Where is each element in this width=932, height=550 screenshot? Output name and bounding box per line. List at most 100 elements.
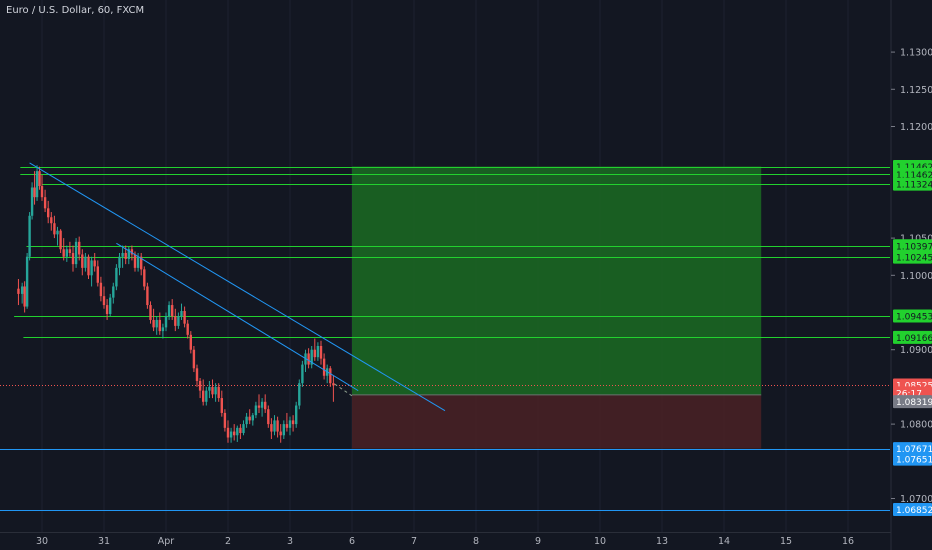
candle-body bbox=[102, 296, 106, 306]
candle-body bbox=[195, 368, 199, 381]
candle-body bbox=[140, 256, 143, 270]
candle-body bbox=[186, 323, 189, 335]
candle-body bbox=[53, 223, 56, 235]
candle-body bbox=[136, 256, 140, 268]
price-tick-label: 1.10500 bbox=[900, 234, 932, 245]
trendlines[interactable] bbox=[29, 162, 446, 412]
candle-body bbox=[223, 412, 227, 428]
candle-body bbox=[313, 349, 316, 358]
candle-body bbox=[124, 252, 127, 259]
position-tool[interactable] bbox=[352, 166, 762, 449]
candle-body bbox=[167, 305, 171, 317]
time-tick-label: 7 bbox=[411, 536, 417, 547]
candle-body bbox=[285, 424, 289, 428]
candle-body bbox=[236, 427, 239, 436]
candle-body bbox=[90, 260, 93, 276]
candle-body bbox=[239, 427, 242, 434]
candle-body bbox=[99, 282, 103, 297]
level-badge: 1.11324 bbox=[896, 181, 932, 191]
candle-body bbox=[118, 256, 121, 268]
candle-body bbox=[78, 241, 81, 255]
time-tick-label: 6 bbox=[349, 536, 355, 547]
candle-body bbox=[282, 424, 285, 436]
level-badge-bg bbox=[893, 330, 932, 344]
time-tick-label: 8 bbox=[473, 536, 479, 547]
entry-connector bbox=[333, 382, 353, 397]
candle-body bbox=[81, 254, 84, 268]
candle-body bbox=[84, 256, 87, 268]
candle-body bbox=[319, 345, 323, 359]
candle-body bbox=[298, 383, 301, 406]
candle-body bbox=[248, 416, 251, 421]
candle-body bbox=[276, 420, 279, 432]
candle-body bbox=[260, 401, 264, 408]
candle-body bbox=[217, 386, 220, 399]
level-badge-bg bbox=[893, 309, 932, 323]
profit-zone bbox=[352, 166, 762, 395]
candle-body bbox=[28, 215, 31, 257]
candle-body bbox=[105, 305, 109, 314]
candle-body bbox=[233, 431, 236, 436]
time-tick-label: 9 bbox=[535, 536, 541, 547]
price-tick-label: 1.08000 bbox=[900, 420, 932, 431]
candle-body bbox=[158, 319, 161, 332]
price-tick-label: 1.13000 bbox=[900, 48, 932, 59]
candle-body bbox=[152, 319, 155, 328]
chart-title-text: Euro / U.S. Dollar, 60, FXCM bbox=[6, 5, 145, 16]
candle-body bbox=[96, 266, 99, 283]
candle-body bbox=[65, 249, 68, 257]
time-axis[interactable]: 30 31 Apr 2 3 6 7 8 9 10 13 14 15 16 bbox=[0, 532, 891, 548]
candle-body bbox=[189, 334, 192, 350]
candle-body bbox=[143, 269, 146, 287]
candle-body bbox=[322, 358, 326, 376]
candle-body bbox=[254, 405, 258, 416]
price-axis[interactable]: 1.13000 1.12500 1.12000 1.10500 1.10000 1.090… bbox=[890, 0, 932, 550]
candle-body bbox=[301, 364, 304, 384]
candle-body bbox=[264, 401, 267, 410]
trendline bbox=[29, 162, 446, 412]
candle-body bbox=[329, 368, 332, 384]
candle-body bbox=[245, 416, 248, 425]
candle-body bbox=[35, 171, 39, 198]
candle-body bbox=[146, 286, 149, 306]
candle-body bbox=[279, 431, 282, 436]
candle-body bbox=[38, 171, 41, 187]
time-tick-label: 31 bbox=[98, 536, 110, 547]
candle-body bbox=[310, 349, 313, 365]
candle-body bbox=[270, 424, 273, 432]
candle-body bbox=[115, 267, 118, 287]
candle-body bbox=[68, 249, 72, 253]
candle-body bbox=[33, 187, 36, 198]
candle-body bbox=[192, 349, 196, 369]
candle-body bbox=[211, 386, 214, 395]
time-tick-label: Apr bbox=[158, 536, 175, 547]
candle-body bbox=[93, 260, 96, 267]
candle-body bbox=[205, 390, 208, 402]
candle-body bbox=[307, 353, 310, 365]
level-badge: 1.06852 bbox=[896, 506, 932, 516]
candle-body bbox=[267, 409, 270, 425]
price-tick-label: 1.12000 bbox=[900, 122, 932, 133]
candle-body bbox=[155, 319, 158, 328]
time-tick-label: 14 bbox=[718, 536, 730, 547]
time-tick-label: 2 bbox=[225, 536, 231, 547]
level-badge: 1.11462 bbox=[896, 171, 932, 181]
chart-title: Euro / U.S. Dollar, 60, FXCM bbox=[6, 5, 144, 16]
candle-body bbox=[133, 254, 137, 268]
candle-body bbox=[109, 297, 112, 314]
candle-body bbox=[43, 197, 47, 209]
candle-body bbox=[59, 230, 62, 250]
candle-body bbox=[23, 286, 26, 307]
level-badge: 1.07671 bbox=[896, 445, 932, 455]
bid-badge: 1.08319 bbox=[896, 398, 932, 408]
candle-body bbox=[17, 288, 20, 294]
candle-body bbox=[87, 256, 90, 276]
candle-body bbox=[171, 305, 174, 317]
level-badge: 1.09453 bbox=[896, 313, 932, 323]
level-badge-bg bbox=[893, 503, 932, 517]
candle-body bbox=[288, 420, 292, 428]
candle-body bbox=[177, 316, 180, 326]
level-badge-bg bbox=[893, 239, 932, 253]
level-badge: 1.07651 bbox=[896, 456, 932, 466]
